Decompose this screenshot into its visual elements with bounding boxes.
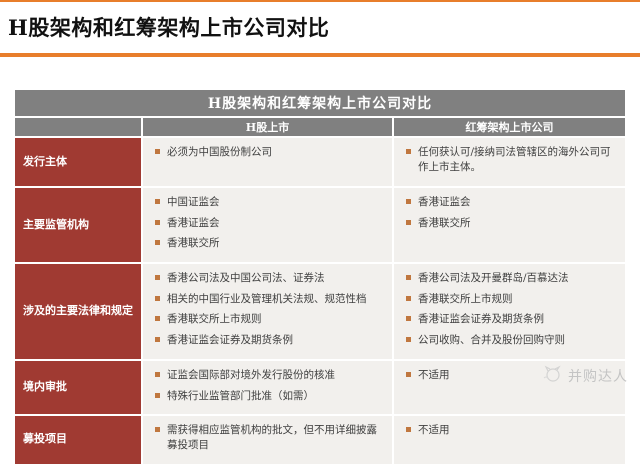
list-item: 香港公司法及中国公司法、证券法 xyxy=(153,271,384,286)
bullet-square-icon xyxy=(155,240,160,246)
table-title: H股架构和红筹架构上市公司对比 xyxy=(15,90,625,116)
list-item-text: 中国证监会 xyxy=(167,196,220,208)
bullet-square-icon xyxy=(406,427,411,433)
list-item-text: 香港联交所上市规则 xyxy=(418,292,513,305)
list-item-text: 必须为中国股份制公司 xyxy=(167,146,272,158)
watermark: 并购达人 xyxy=(542,364,628,388)
list-item-text: 香港公司法及开曼群岛/百慕达法 xyxy=(418,272,569,285)
list-item-text: 香港证监会 xyxy=(418,196,471,208)
list-item-text: 香港证监会证券及期货条例 xyxy=(167,334,293,347)
bullet-square-icon xyxy=(155,392,160,398)
watermark-logo-icon xyxy=(542,364,562,388)
column-header-hshare: H股上市 xyxy=(143,118,392,136)
top-accent-line xyxy=(0,0,640,2)
cell-redchip-regulators: 香港证监会 香港联交所 xyxy=(394,188,625,263)
row-label: 涉及的主要法律和规定 xyxy=(23,304,133,318)
list-item: 香港公司法及开曼群岛/百慕达法 xyxy=(404,271,617,286)
bullet-square-icon xyxy=(406,337,411,343)
cell-hshare-issuer: 必须为中国股份制公司 xyxy=(143,138,392,186)
column-header-redchip: 红筹架构上市公司 xyxy=(394,118,625,136)
table-row: 发行主体 必须为中国股份制公司 任何获认可/接纳司法管辖区的海外公司可作上市主体… xyxy=(15,138,625,186)
cell-hshare-fund-projects: 需获得相应监管机构的批文，但不用详细披露募投项目 xyxy=(143,416,392,464)
bullet-square-icon xyxy=(155,219,160,225)
row-label: 募投项目 xyxy=(23,432,67,446)
list-item: 必须为中国股份制公司 xyxy=(153,145,384,160)
list-item: 不适用 xyxy=(404,423,617,438)
row-label: 发行主体 xyxy=(23,154,67,168)
row-label-fund-projects: 募投项目 xyxy=(15,416,141,464)
cell-hshare-approval: 证监会国际部对境外发行股份的核准 特殊行业监管部门批准（如需） xyxy=(143,360,392,415)
list-item: 中国证监会 xyxy=(153,195,384,210)
bullet-square-icon xyxy=(406,371,411,377)
list-item-text: 公司收购、合并及股份回购守则 xyxy=(418,334,565,347)
list-item: 公司收购、合并及股份回购守则 xyxy=(404,333,617,348)
list-item-text: 香港证监会 xyxy=(167,216,220,229)
list-item: 香港证监会 xyxy=(153,216,384,231)
cell-redchip-laws: 香港公司法及开曼群岛/百慕达法 香港联交所上市规则 香港证监会证券及期货条例 公… xyxy=(394,264,625,359)
column-header-empty xyxy=(15,118,141,136)
list-item-text: 香港联交所 xyxy=(418,216,471,229)
table-row: 涉及的主要法律和规定 香港公司法及中国公司法、证券法 相关的中国行业及管理机关法… xyxy=(15,264,625,359)
cell-redchip-issuer: 任何获认可/接纳司法管辖区的海外公司可作上市主体。 xyxy=(394,138,625,186)
table-row: 募投项目 需获得相应监管机构的批文，但不用详细披露募投项目 不适用 xyxy=(15,416,625,464)
list-item: 香港证监会证券及期货条例 xyxy=(404,312,617,327)
row-label-domestic-approval: 境内审批 xyxy=(15,360,141,415)
row-label: 境内审批 xyxy=(23,380,67,394)
list-item-text: 需获得相应监管机构的批文，但不用详细披露募投项目 xyxy=(167,424,377,451)
list-item-text: 证监会国际部对境外发行股份的核准 xyxy=(167,368,335,381)
list-item: 香港联交所 xyxy=(153,236,384,251)
bullet-square-icon xyxy=(406,275,411,281)
list-item-text: 香港公司法及中国公司法、证券法 xyxy=(167,272,325,285)
list-item: 相关的中国行业及管理机关法规、规范性档 xyxy=(153,292,384,307)
comparison-table: H股架构和红筹架构上市公司对比 H股上市 红筹架构上市公司 发行主体 必须为中国… xyxy=(15,90,625,466)
table-row: 主要监管机构 中国证监会 香港证监会 香港联交所 香港证监会 香 xyxy=(15,188,625,263)
title-divider-line xyxy=(0,53,640,57)
list-item: 香港证监会证券及期货条例 xyxy=(153,333,384,348)
bullet-square-icon xyxy=(155,295,160,301)
list-item: 香港联交所 xyxy=(404,216,617,231)
cell-redchip-approval: 不适用 xyxy=(394,360,625,415)
list-item-text: 香港联交所 xyxy=(167,237,220,250)
bullet-square-icon xyxy=(406,199,411,204)
list-item-text: 不适用 xyxy=(418,424,450,437)
bullet-square-icon xyxy=(155,371,160,377)
list-item-text: 不适用 xyxy=(418,368,450,381)
row-label-regulators: 主要监管机构 xyxy=(15,188,141,263)
bullet-square-icon xyxy=(406,316,411,322)
row-label-laws: 涉及的主要法律和规定 xyxy=(15,264,141,359)
list-item-text: 特殊行业监管部门批准（如需） xyxy=(167,389,314,402)
bullet-square-icon xyxy=(155,337,160,343)
bullet-square-icon xyxy=(155,316,160,322)
list-item: 香港联交所上市规则 xyxy=(404,292,617,307)
page-title: H股架构和红筹架构上市公司对比 xyxy=(8,15,330,40)
bullet-square-icon xyxy=(406,219,411,225)
column-header-row: H股上市 红筹架构上市公司 xyxy=(15,118,625,136)
list-item: 需获得相应监管机构的批文，但不用详细披露募投项目 xyxy=(153,423,384,452)
list-item: 证监会国际部对境外发行股份的核准 xyxy=(153,368,384,383)
list-item-text: 任何获认可/接纳司法管辖区的海外公司可作上市主体。 xyxy=(418,146,611,173)
bullet-square-icon xyxy=(406,295,411,301)
list-item: 特殊行业监管部门批准（如需） xyxy=(153,389,384,404)
table-row: 境内审批 证监会国际部对境外发行股份的核准 特殊行业监管部门批准（如需） 不适用 xyxy=(15,360,625,415)
list-item: 香港联交所上市规则 xyxy=(153,312,384,327)
bullet-square-icon xyxy=(155,427,160,433)
list-item-text: 相关的中国行业及管理机关法规、规范性档 xyxy=(167,292,367,305)
list-item: 不适用 xyxy=(404,368,617,383)
bullet-square-icon xyxy=(155,199,160,204)
list-item-text: 香港联交所上市规则 xyxy=(167,313,262,326)
watermark-text: 并购达人 xyxy=(568,369,628,385)
row-label-issuer: 发行主体 xyxy=(15,138,141,186)
row-label: 主要监管机构 xyxy=(23,217,89,231)
list-item: 香港证监会 xyxy=(404,195,617,210)
bullet-square-icon xyxy=(155,149,160,154)
cell-hshare-regulators: 中国证监会 香港证监会 香港联交所 xyxy=(143,188,392,263)
cell-hshare-laws: 香港公司法及中国公司法、证券法 相关的中国行业及管理机关法规、规范性档 香港联交… xyxy=(143,264,392,359)
list-item-text: 香港证监会证券及期货条例 xyxy=(418,313,544,326)
list-item: 任何获认可/接纳司法管辖区的海外公司可作上市主体。 xyxy=(404,145,617,174)
bullet-square-icon xyxy=(406,149,411,154)
bullet-square-icon xyxy=(155,275,160,281)
cell-redchip-fund-projects: 不适用 xyxy=(394,416,625,464)
